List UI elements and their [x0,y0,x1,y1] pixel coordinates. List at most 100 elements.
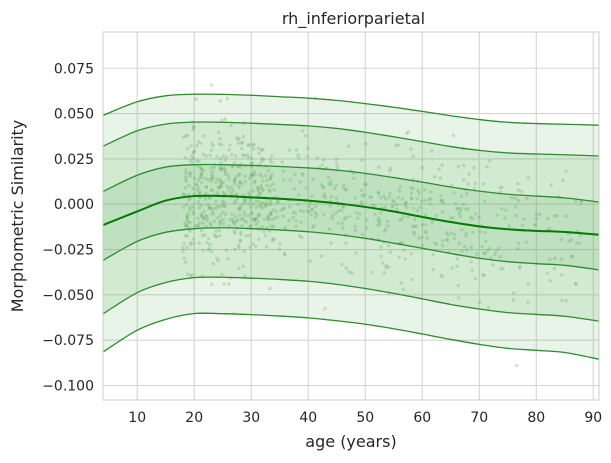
data-point [269,175,273,179]
data-point [253,179,257,183]
data-point [430,221,434,225]
data-point [190,273,194,277]
data-point [185,215,190,219]
data-point [245,153,250,157]
data-point [441,239,445,243]
data-point [181,192,185,196]
data-point [262,217,266,221]
data-point [220,272,224,277]
data-point [263,233,268,238]
data-point [440,243,445,248]
data-point [464,231,468,236]
data-point [197,221,202,225]
data-point [237,180,242,184]
data-point [360,202,364,206]
data-point [330,216,334,221]
data-point [261,147,265,152]
data-point [184,179,188,183]
data-point [507,224,511,228]
data-point [417,236,421,240]
data-point [246,143,250,147]
data-point [237,172,241,176]
data-point [260,225,264,229]
data-point [445,238,450,243]
data-point [409,197,414,201]
data-point [420,243,425,248]
data-point [196,200,201,204]
data-point [239,217,243,221]
data-point [207,236,211,241]
x-tick-label: 20 [185,410,203,426]
data-point [444,231,449,235]
data-point [291,210,296,214]
data-point [191,186,195,191]
data-point [334,157,339,162]
data-point [236,141,241,145]
data-point [391,204,395,208]
plot-frame [102,31,600,401]
data-point [409,251,413,256]
data-point [188,174,192,178]
data-point [401,287,405,291]
data-point [340,262,344,267]
data-point [501,266,505,271]
data-point [387,244,391,248]
data-point [185,218,189,222]
data-point [249,161,253,165]
y-tick-labels: 0.075 0.050 0.025 0.000 −0.025 −0.050 −0.075 −0… [42,61,94,394]
data-point [378,222,382,226]
data-point [217,229,222,233]
data-point [197,241,201,245]
data-point [570,254,574,259]
data-point [184,224,188,228]
data-point [234,214,238,218]
data-point [283,226,287,230]
data-point [371,203,375,207]
data-point [309,213,314,217]
data-point [201,221,205,225]
data-point [210,188,214,192]
data-point [204,154,208,158]
data-point [252,142,256,146]
data-point [231,220,235,225]
data-point [388,169,392,173]
data-point [310,207,314,211]
data-point [182,242,186,246]
data-point [229,123,233,128]
data-point [533,223,537,227]
data-point [209,282,214,287]
data-point [283,253,287,257]
data-point [201,233,205,238]
data-point [510,196,514,200]
data-point [243,198,247,202]
data-point [188,196,192,201]
y-tick-label: −0.025 [42,243,94,259]
data-point [188,220,192,224]
data-point [567,239,571,243]
data-point [207,196,211,200]
data-point [455,264,459,268]
data-point [396,143,401,147]
data-point [216,259,220,263]
data-point [495,213,499,217]
data-point [365,226,369,230]
data-point [262,201,266,205]
data-point [388,250,392,254]
data-point [545,271,550,275]
data-point [240,217,245,221]
data-point [460,228,464,232]
data-point [215,204,219,208]
data-point [428,202,432,206]
data-point [313,210,318,215]
data-point [264,173,268,178]
data-point [215,235,219,239]
data-point [227,282,231,286]
data-point [208,205,212,210]
data-point [500,185,504,189]
data-point [197,159,201,163]
data-point [197,191,202,195]
data-point [219,184,223,188]
data-point [353,224,357,229]
data-point [369,270,374,275]
data-point [360,193,364,198]
